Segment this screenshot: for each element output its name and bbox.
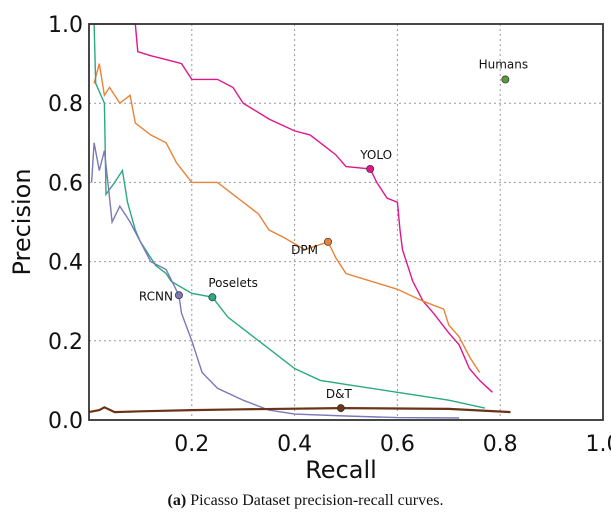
label-d-t: D&T bbox=[326, 387, 353, 401]
y-tick-label: 0.0 bbox=[48, 409, 83, 434]
series-line-poselets bbox=[93, 23, 485, 409]
series-line-rcnn bbox=[90, 142, 460, 419]
x-tick-label: 0.2 bbox=[174, 432, 209, 457]
x-tick-label: 0.6 bbox=[380, 432, 415, 457]
x-axis-label: Recall bbox=[305, 456, 377, 484]
caption-label: (a) bbox=[167, 492, 187, 509]
label-dpm: DPM bbox=[291, 243, 318, 257]
label-rcnn: RCNN bbox=[139, 289, 173, 303]
x-tick-label: 0.8 bbox=[483, 432, 518, 457]
y-tick-label: 0.6 bbox=[48, 171, 83, 196]
x-tick-label: 0.4 bbox=[277, 432, 312, 457]
plot-frame bbox=[88, 23, 604, 421]
marker-poselets bbox=[208, 293, 217, 302]
y-tick-label: 1.0 bbox=[48, 13, 83, 38]
figure-caption: (a) Picasso Dataset precision-recall cur… bbox=[0, 492, 611, 510]
marker-d-t bbox=[336, 404, 345, 413]
marker-yolo bbox=[366, 164, 375, 173]
label-humans: Humans bbox=[479, 57, 529, 71]
series-line-d-t bbox=[88, 406, 511, 414]
series-line-dpm bbox=[93, 63, 481, 373]
label-yolo: YOLO bbox=[359, 148, 392, 162]
marker-dpm bbox=[324, 237, 332, 246]
marker-humans bbox=[501, 75, 510, 84]
plot-area bbox=[89, 24, 603, 420]
y-tick-label: 0.4 bbox=[48, 251, 83, 276]
y-tick-label: 0.2 bbox=[48, 330, 83, 355]
label-poselets: Poselets bbox=[208, 276, 257, 290]
marker-rcnn bbox=[174, 291, 183, 300]
x-tick-label: 1.0 bbox=[586, 432, 611, 457]
caption-text: Picasso Dataset precision-recall curves. bbox=[186, 492, 444, 509]
y-tick-label: 0.8 bbox=[48, 92, 83, 117]
y-axis-label: Precision bbox=[8, 168, 36, 275]
series-line-yolo bbox=[89, 23, 493, 393]
